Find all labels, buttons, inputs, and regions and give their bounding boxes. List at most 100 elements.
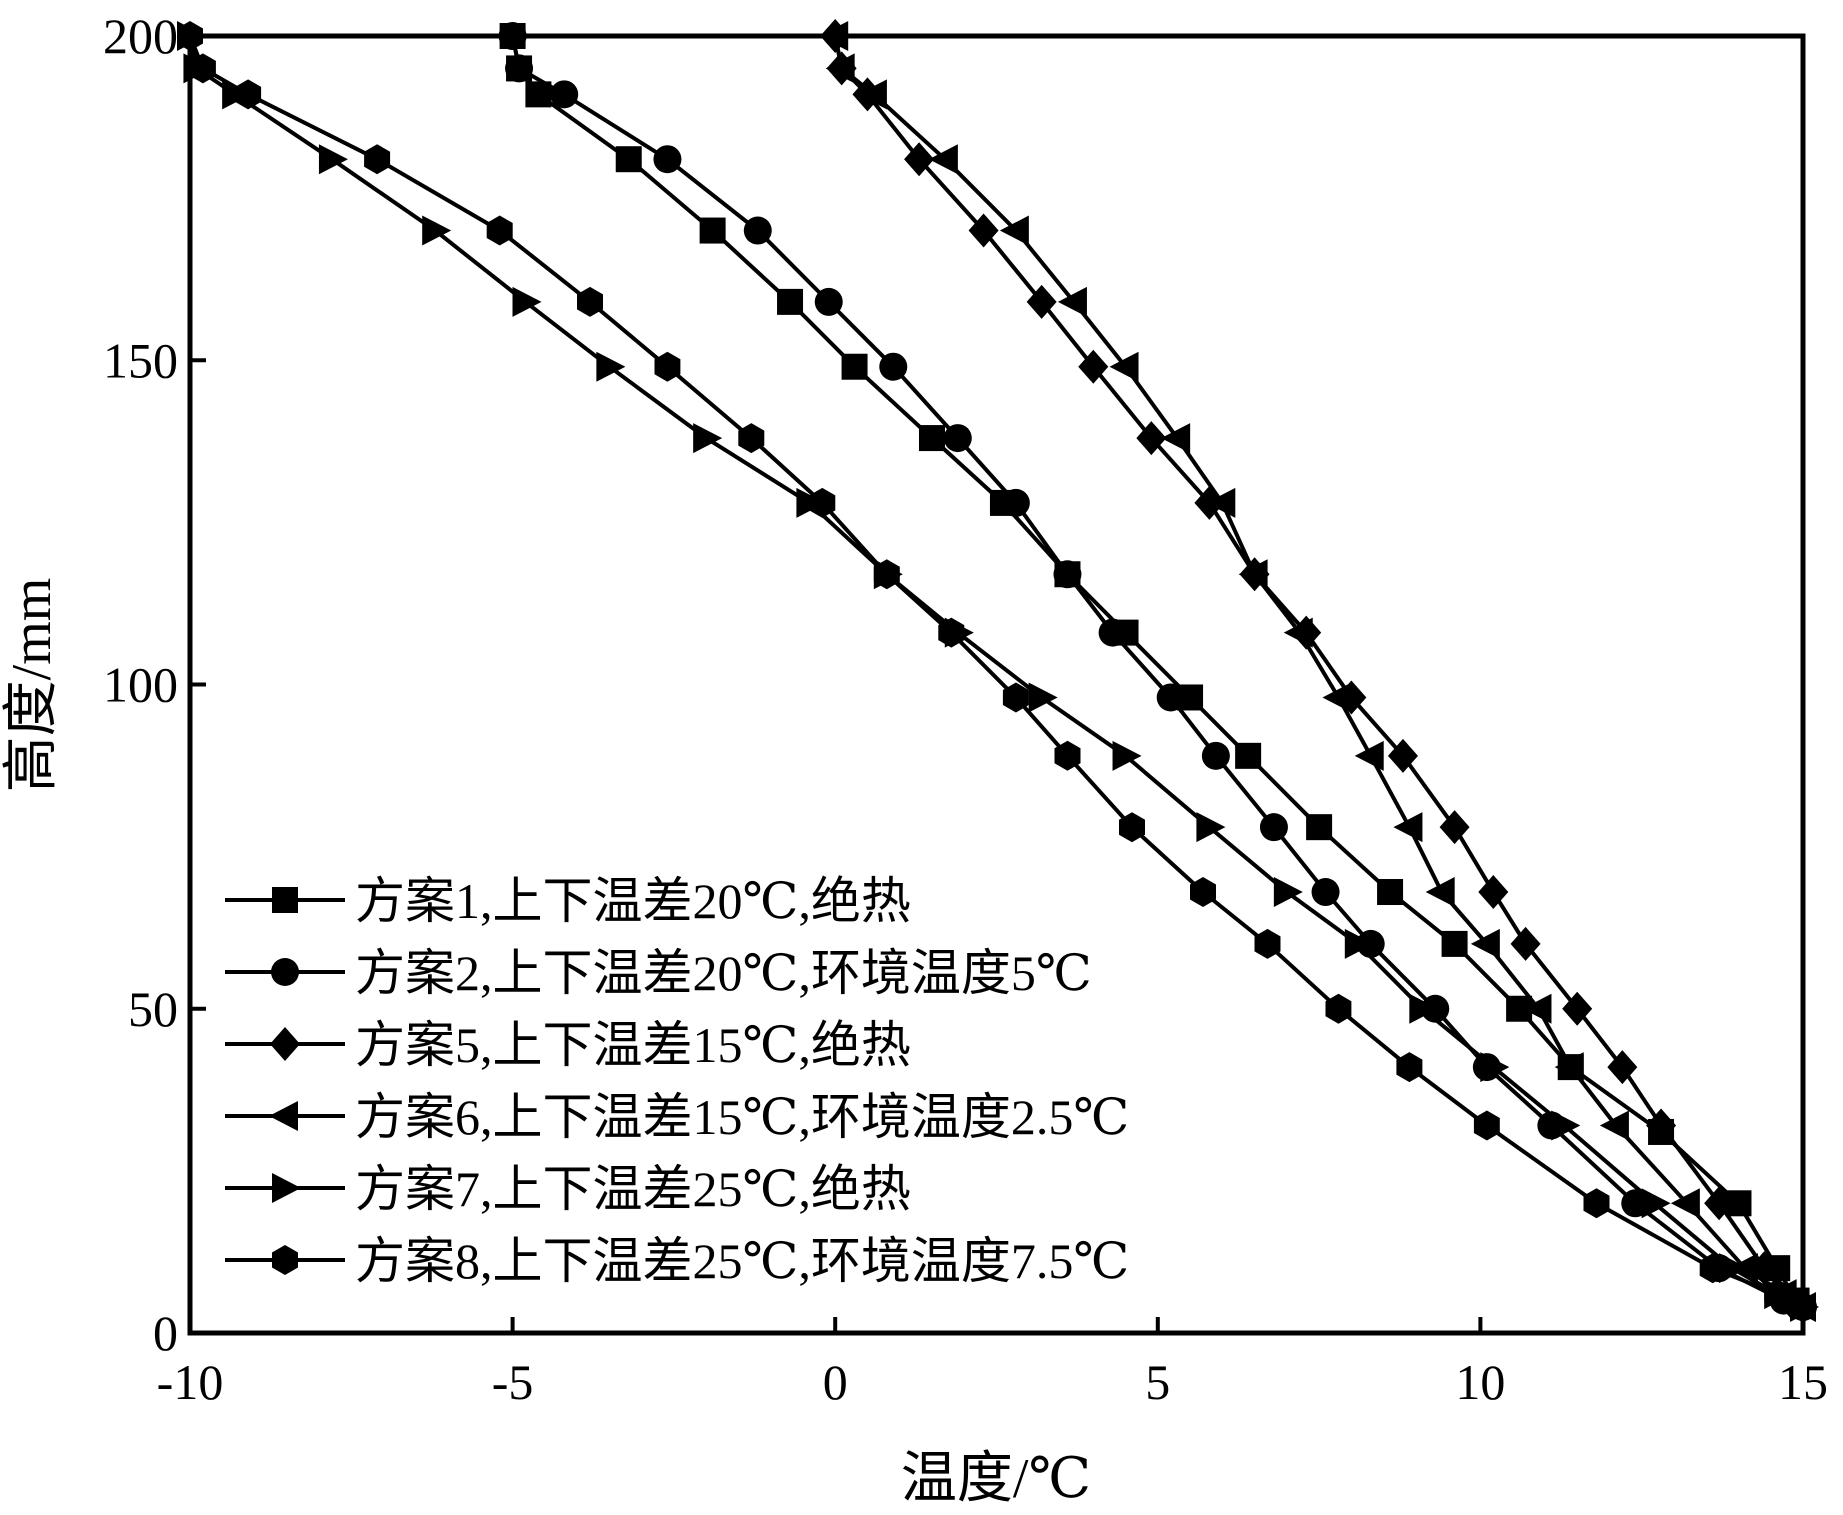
data-point (1790, 1292, 1816, 1323)
legend-item: 方案7,上下温差25℃,绝热 (225, 1161, 911, 1217)
data-point (596, 351, 626, 382)
data-point (498, 22, 527, 50)
data-point (1053, 560, 1082, 589)
data-point (1136, 421, 1167, 456)
x-tick-label: -5 (492, 1354, 534, 1410)
y-tick-label: 150 (103, 332, 178, 388)
data-point (1206, 487, 1236, 518)
data-point (1387, 738, 1418, 773)
y-axis-label: 高度/mm (1, 578, 63, 793)
data-point (879, 352, 908, 381)
data-point (814, 287, 843, 316)
data-point (512, 286, 542, 317)
data-point (1235, 742, 1262, 769)
data-point (1764, 1279, 1791, 1310)
data-point (550, 80, 579, 109)
data-point (1554, 1052, 1584, 1083)
data-point (1551, 1110, 1581, 1141)
data-point (189, 53, 216, 84)
data-point (693, 423, 723, 454)
data-point (1254, 928, 1281, 959)
data-point (1522, 993, 1552, 1024)
data-point (1201, 741, 1230, 770)
data-point (938, 617, 965, 648)
y-tick-label: 200 (103, 8, 178, 64)
data-point (1470, 928, 1500, 959)
data-point (1273, 877, 1303, 908)
data-point (1393, 812, 1423, 843)
data-point (699, 217, 726, 244)
data-point (1409, 993, 1439, 1024)
data-point (777, 288, 804, 315)
data-point (271, 958, 299, 986)
data-point (918, 425, 945, 452)
data-point (1562, 991, 1593, 1026)
data-point (1641, 1188, 1671, 1219)
data-point (928, 144, 958, 175)
legend-item: 方案2,上下温差20℃,环境温度5℃ (225, 945, 1092, 1001)
y-tick-label: 50 (128, 981, 178, 1037)
data-point (1441, 930, 1468, 957)
data-point (943, 424, 972, 453)
data-point (1510, 926, 1541, 961)
y-axis: 0 50 100 150 200 (103, 8, 206, 1361)
data-point (1473, 1110, 1500, 1141)
data-point (654, 351, 681, 382)
data-point (1028, 682, 1058, 713)
data-point (177, 21, 203, 51)
data-point (1196, 812, 1226, 843)
data-point (505, 54, 534, 83)
series-6 (177, 21, 1816, 1323)
data-point (577, 286, 603, 317)
data-point (235, 79, 262, 110)
series-line (510, 35, 1799, 1302)
data-point (1699, 1253, 1726, 1284)
data-point (422, 215, 452, 246)
data-point (1054, 740, 1081, 771)
data-point (364, 144, 391, 175)
data-point (1583, 1188, 1610, 1219)
data-point (486, 215, 513, 246)
data-point (1377, 879, 1404, 906)
data-point (825, 53, 855, 84)
data-point (1480, 1052, 1510, 1083)
data-point (809, 487, 836, 518)
data-point (999, 215, 1029, 246)
data-point (1026, 284, 1057, 319)
data-point (1607, 1050, 1638, 1085)
data-point (1425, 877, 1455, 908)
legend-label: 方案7,上下温差25℃,绝热 (355, 1161, 911, 1217)
data-point (653, 145, 682, 174)
data-point (819, 21, 849, 51)
legend-item: 方案8,上下温差25℃,环境温度7.5℃ (225, 1233, 1129, 1289)
data-point (738, 423, 765, 454)
data-point (1112, 740, 1142, 771)
data-point (1646, 1108, 1677, 1143)
data-point (873, 559, 900, 590)
legend-label: 方案5,上下温差15℃,绝热 (355, 1017, 911, 1073)
data-point (269, 1101, 298, 1131)
x-tick-label: -10 (157, 1354, 224, 1410)
x-axis-label: 温度/℃ (901, 1448, 1091, 1510)
data-point (857, 79, 887, 110)
legend-label: 方案8,上下温差25℃,环境温度7.5℃ (355, 1233, 1129, 1289)
data-point (1439, 810, 1470, 845)
y-tick-label: 0 (153, 1305, 178, 1361)
data-point (270, 1027, 300, 1061)
x-tick-label: 10 (1455, 1354, 1505, 1410)
legend-label: 方案2,上下温差20℃,环境温度5℃ (355, 945, 1092, 1001)
data-point (841, 353, 868, 380)
x-tick-label: 15 (1778, 1354, 1828, 1410)
data-point (1259, 813, 1288, 842)
x-tick-label: 0 (823, 1354, 848, 1410)
data-point (272, 887, 298, 913)
legend-label: 方案6,上下温差15℃,环境温度2.5℃ (355, 1089, 1129, 1145)
data-point (1161, 423, 1191, 454)
data-point (1396, 1052, 1423, 1083)
data-point (1354, 740, 1384, 771)
data-point (1704, 1186, 1735, 1221)
data-point (1311, 878, 1340, 907)
data-point (1478, 875, 1509, 910)
data-point (904, 142, 935, 177)
data-point (1283, 617, 1313, 648)
